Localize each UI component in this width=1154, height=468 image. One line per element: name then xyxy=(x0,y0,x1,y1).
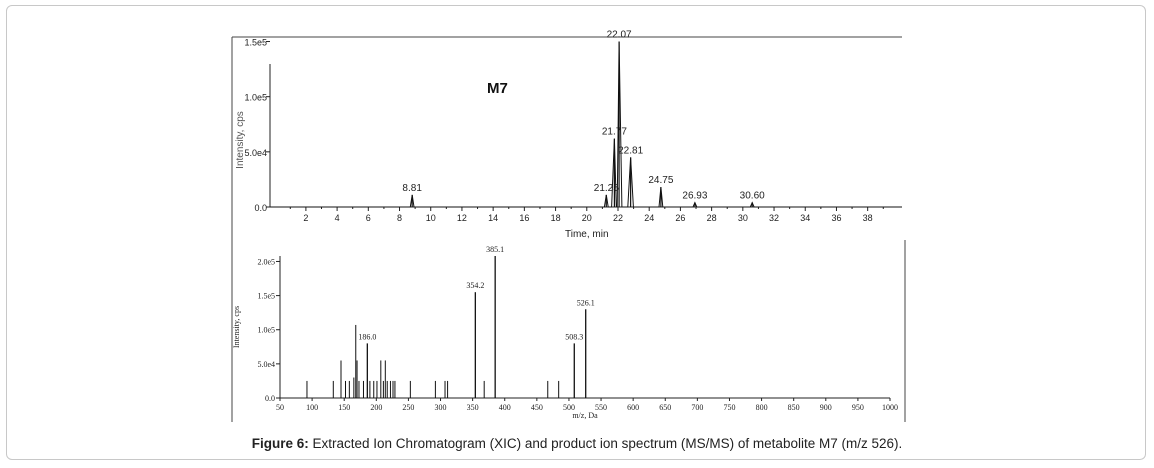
ms-peak-label: 508.3 xyxy=(565,332,583,341)
xic-peak-label: 22.07 xyxy=(607,30,632,41)
xic-x-tick-label: 18 xyxy=(551,213,561,223)
xic-x-tick-label: 4 xyxy=(335,213,340,223)
xic-peak-label: 21.25 xyxy=(594,183,619,194)
xic-x-tick-label: 22 xyxy=(613,213,623,223)
xic-peak-label: 8.81 xyxy=(402,183,422,194)
ms-x-tick-label: 750 xyxy=(723,403,735,412)
xic-x-tick-label: 34 xyxy=(800,213,810,223)
xic-x-tick-label: 12 xyxy=(457,213,467,223)
xic-x-tick-label: 28 xyxy=(707,213,717,223)
xic-trace xyxy=(270,41,902,208)
xic-x-tick-label: 14 xyxy=(488,213,498,223)
xic-y-axis-label: Intensity, cps xyxy=(235,111,246,169)
xic-peak-label: 21.77 xyxy=(602,127,627,138)
ms-peak-label: 354.2 xyxy=(466,281,484,290)
xic-peak-label: 22.81 xyxy=(618,145,643,156)
xic-peak-label: 26.93 xyxy=(682,191,707,202)
ms-peak-label: 385.1 xyxy=(486,245,504,254)
ms-x-tick-label: 250 xyxy=(402,403,414,412)
xic-x-tick-label: 30 xyxy=(738,213,748,223)
ms-y-tick-label: 1.0e5 xyxy=(257,326,275,335)
ms-x-tick-label: 700 xyxy=(691,403,703,412)
xic-y-tick-label: 0.0 xyxy=(254,203,267,213)
caption-text: Extracted Ion Chromatogram (XIC) and pro… xyxy=(308,436,903,451)
ms-x-tick-label: 850 xyxy=(788,403,800,412)
ms-x-tick-label: 650 xyxy=(659,403,671,412)
ms-y-tick-label: 0.0 xyxy=(265,394,275,403)
ms-x-tick-label: 400 xyxy=(499,403,511,412)
xic-x-tick-label: 16 xyxy=(519,213,529,223)
ms-peak-label: 526.1 xyxy=(577,298,595,307)
ms-y-tick-label: 5.0e4 xyxy=(257,360,275,369)
figure-caption: Figure 6: Extracted Ion Chromatogram (XI… xyxy=(0,436,1154,451)
ms-x-tick-label: 200 xyxy=(370,403,382,412)
ms-x-tick-label: 150 xyxy=(338,403,350,412)
ms-y-axis-label: Intensity, cps xyxy=(232,306,241,348)
xic-y-tick-label: 5.0e4 xyxy=(244,148,267,158)
xic-x-axis-label: Time, min xyxy=(565,229,609,240)
xic-x-tick-label: 38 xyxy=(863,213,873,223)
ms-y-tick-label: 1.5e5 xyxy=(257,292,275,301)
ms-x-tick-label: 900 xyxy=(820,403,832,412)
figure-frame xyxy=(6,5,1146,460)
xic-peak-label: 30.60 xyxy=(740,191,765,202)
ms-x-tick-label: 600 xyxy=(627,403,639,412)
ms-x-tick-label: 1000 xyxy=(882,403,898,412)
ms-x-tick-label: 500 xyxy=(563,403,575,412)
xic-x-tick-label: 26 xyxy=(675,213,685,223)
ms-x-tick-label: 450 xyxy=(531,403,543,412)
ms-x-tick-label: 950 xyxy=(852,403,864,412)
ms-x-tick-label: 50 xyxy=(276,403,284,412)
xic-x-tick-label: 2 xyxy=(303,213,308,223)
caption-label: Figure 6: xyxy=(251,436,309,451)
xic-y-tick-label: 1.0e5 xyxy=(244,93,267,103)
xic-x-tick-label: 10 xyxy=(426,213,436,223)
xic-x-tick-label: 8 xyxy=(397,213,402,223)
xic-x-tick-label: 6 xyxy=(366,213,371,223)
ms-y-tick-label: 2.0e5 xyxy=(257,257,275,266)
ms-x-tick-label: 800 xyxy=(756,403,768,412)
ms-x-tick-label: 550 xyxy=(595,403,607,412)
ms-x-tick-label: 300 xyxy=(435,403,447,412)
xic-peak-label: 24.75 xyxy=(648,175,673,186)
xic-x-tick-label: 32 xyxy=(769,213,779,223)
ms-peak-label: 186.0 xyxy=(358,332,376,341)
ms-x-axis-label: m/z, Da xyxy=(572,411,598,420)
ms-x-tick-label: 350 xyxy=(467,403,479,412)
xic-title: M7 xyxy=(487,80,508,97)
xic-x-tick-label: 24 xyxy=(644,213,654,223)
xic-x-tick-label: 20 xyxy=(582,213,592,223)
xic-y-tick-label: 1.5e5 xyxy=(244,38,267,48)
xic-x-tick-label: 36 xyxy=(831,213,841,223)
ms-x-tick-label: 100 xyxy=(306,403,318,412)
